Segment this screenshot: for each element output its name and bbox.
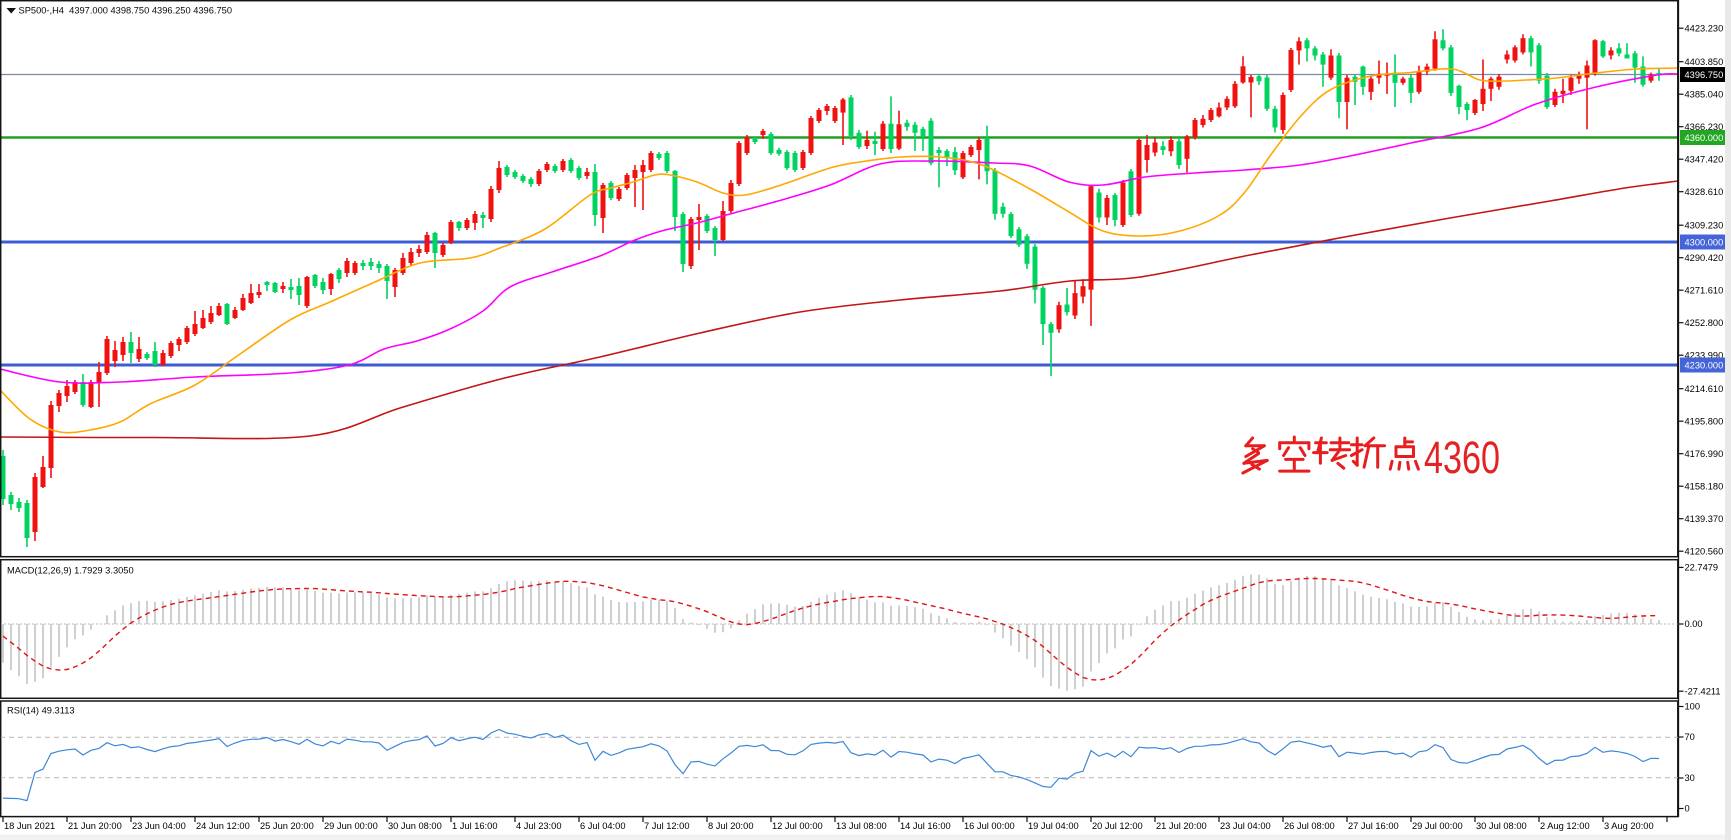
svg-text:25 Jun 20:00: 25 Jun 20:00 bbox=[260, 821, 314, 831]
svg-text:21 Jul 20:00: 21 Jul 20:00 bbox=[1156, 821, 1207, 831]
svg-text:3 Aug 20:00: 3 Aug 20:00 bbox=[1604, 821, 1654, 831]
svg-text:-27.4211: -27.4211 bbox=[1685, 686, 1721, 696]
svg-text:22.7479: 22.7479 bbox=[1685, 563, 1719, 573]
svg-text:20 Jul 12:00: 20 Jul 12:00 bbox=[1092, 821, 1143, 831]
svg-text:4360.000: 4360.000 bbox=[1685, 133, 1724, 143]
svg-text:SP500-,H4 4397.000 4398.750 4: SP500-,H4 4397.000 4398.750 4396.250 439… bbox=[19, 6, 233, 16]
svg-text:0.00: 0.00 bbox=[1685, 619, 1703, 629]
svg-text:4233.990: 4233.990 bbox=[1685, 350, 1724, 360]
svg-text:23 Jun 04:00: 23 Jun 04:00 bbox=[132, 821, 186, 831]
svg-text:4252.800: 4252.800 bbox=[1685, 318, 1724, 328]
svg-text:4328.610: 4328.610 bbox=[1685, 187, 1724, 197]
svg-text:27 Jul 16:00: 27 Jul 16:00 bbox=[1348, 821, 1399, 831]
svg-text:70: 70 bbox=[1685, 732, 1695, 742]
svg-text:23 Jul 04:00: 23 Jul 04:00 bbox=[1220, 821, 1271, 831]
svg-text:4360: 4360 bbox=[1424, 432, 1500, 483]
svg-text:4309.230: 4309.230 bbox=[1685, 220, 1724, 230]
svg-text:8 Jul 20:00: 8 Jul 20:00 bbox=[708, 821, 754, 831]
svg-text:24 Jun 12:00: 24 Jun 12:00 bbox=[196, 821, 250, 831]
svg-text:4396.750: 4396.750 bbox=[1685, 70, 1724, 80]
svg-text:29 Jun 00:00: 29 Jun 00:00 bbox=[324, 821, 378, 831]
svg-text:2 Aug 12:00: 2 Aug 12:00 bbox=[1540, 821, 1590, 831]
svg-text:16 Jul 00:00: 16 Jul 00:00 bbox=[964, 821, 1015, 831]
svg-text:4366.230: 4366.230 bbox=[1685, 122, 1724, 132]
svg-text:4403.850: 4403.850 bbox=[1685, 57, 1724, 67]
svg-text:RSI(14) 49.3113: RSI(14) 49.3113 bbox=[7, 706, 75, 716]
svg-text:4423.230: 4423.230 bbox=[1685, 23, 1724, 33]
svg-text:30: 30 bbox=[1685, 773, 1695, 783]
svg-text:4214.610: 4214.610 bbox=[1685, 384, 1724, 394]
svg-text:30 Jul 08:00: 30 Jul 08:00 bbox=[1476, 821, 1527, 831]
svg-text:4120.560: 4120.560 bbox=[1685, 546, 1724, 556]
svg-text:26 Jul 08:00: 26 Jul 08:00 bbox=[1284, 821, 1335, 831]
svg-text:12 Jul 00:00: 12 Jul 00:00 bbox=[772, 821, 823, 831]
svg-text:6 Jul 04:00: 6 Jul 04:00 bbox=[580, 821, 626, 831]
svg-text:4158.180: 4158.180 bbox=[1685, 481, 1724, 491]
svg-text:100: 100 bbox=[1685, 702, 1701, 712]
svg-text:19 Jul 04:00: 19 Jul 04:00 bbox=[1028, 821, 1079, 831]
svg-text:4 Jul 23:00: 4 Jul 23:00 bbox=[516, 821, 562, 831]
svg-text:4300.000: 4300.000 bbox=[1685, 237, 1724, 247]
svg-text:4230.000: 4230.000 bbox=[1685, 360, 1724, 370]
svg-text:14 Jul 16:00: 14 Jul 16:00 bbox=[900, 821, 951, 831]
svg-text:4271.610: 4271.610 bbox=[1685, 285, 1724, 295]
svg-text:4195.800: 4195.800 bbox=[1685, 416, 1724, 426]
svg-text:21 Jun 20:00: 21 Jun 20:00 bbox=[68, 821, 122, 831]
svg-text:4139.370: 4139.370 bbox=[1685, 514, 1724, 524]
svg-text:30 Jun 08:00: 30 Jun 08:00 bbox=[388, 821, 442, 831]
svg-text:MACD(12,26,9) 1.7929 3.3050: MACD(12,26,9) 1.7929 3.3050 bbox=[7, 566, 134, 576]
svg-text:4176.990: 4176.990 bbox=[1685, 449, 1724, 459]
svg-text:4290.420: 4290.420 bbox=[1685, 253, 1724, 263]
svg-text:4347.420: 4347.420 bbox=[1685, 154, 1724, 164]
svg-text:29 Jul 00:00: 29 Jul 00:00 bbox=[1412, 821, 1463, 831]
svg-text:13 Jul 08:00: 13 Jul 08:00 bbox=[836, 821, 887, 831]
svg-text:0: 0 bbox=[1685, 804, 1690, 814]
svg-text:7 Jul 12:00: 7 Jul 12:00 bbox=[644, 821, 690, 831]
svg-text:1 Jul 16:00: 1 Jul 16:00 bbox=[452, 821, 498, 831]
svg-text:18 Jun 2021: 18 Jun 2021 bbox=[4, 821, 55, 831]
svg-text:4385.040: 4385.040 bbox=[1685, 89, 1724, 99]
